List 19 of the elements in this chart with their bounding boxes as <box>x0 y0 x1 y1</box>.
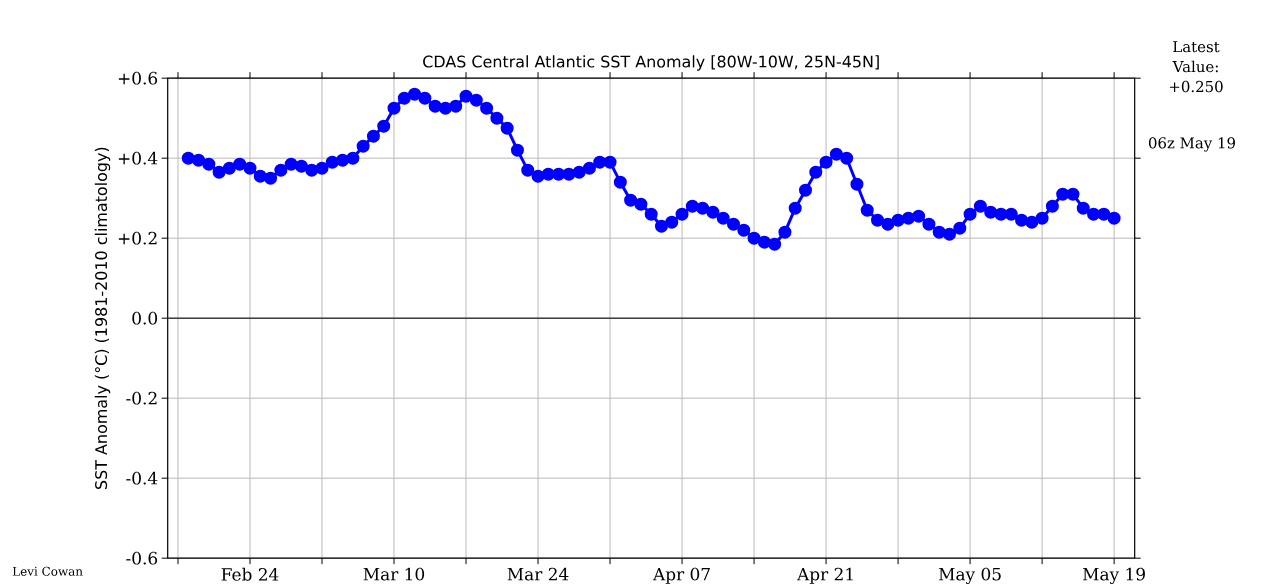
x-tick-label: Mar 10 <box>363 567 425 581</box>
y-tick-label: -0.2 <box>126 391 157 405</box>
x-tick-label: Apr 07 <box>652 567 710 584</box>
y-tick-label: -0.4 <box>126 471 158 485</box>
x-tick-label: May 05 <box>938 567 1001 584</box>
y-tick-label: 0.0 <box>132 311 158 325</box>
y-axis-title: SST Anomaly (°C) (1981-2010 climatology) <box>94 147 111 489</box>
y-tick-label: -0.6 <box>126 551 158 565</box>
x-tick-label: May 19 <box>1082 567 1145 584</box>
chart-title: CDAS Central Atlantic SST Anomaly [80W-10W, 25N-45N] <box>423 55 879 71</box>
text: Latest Value: +0.250 <box>1169 41 1223 92</box>
text: 06z May 19 <box>1148 137 1235 152</box>
x-tick-label: Feb 24 <box>221 567 279 581</box>
y-tick-label: +0.2 <box>118 231 157 245</box>
y-tick-label: +0.6 <box>118 71 158 85</box>
text: Levi Cowan <box>12 566 83 576</box>
x-tick-label: Mar 24 <box>507 567 569 581</box>
y-tick-label: +0.4 <box>118 151 158 165</box>
x-tick-label: Apr 21 <box>796 567 853 584</box>
